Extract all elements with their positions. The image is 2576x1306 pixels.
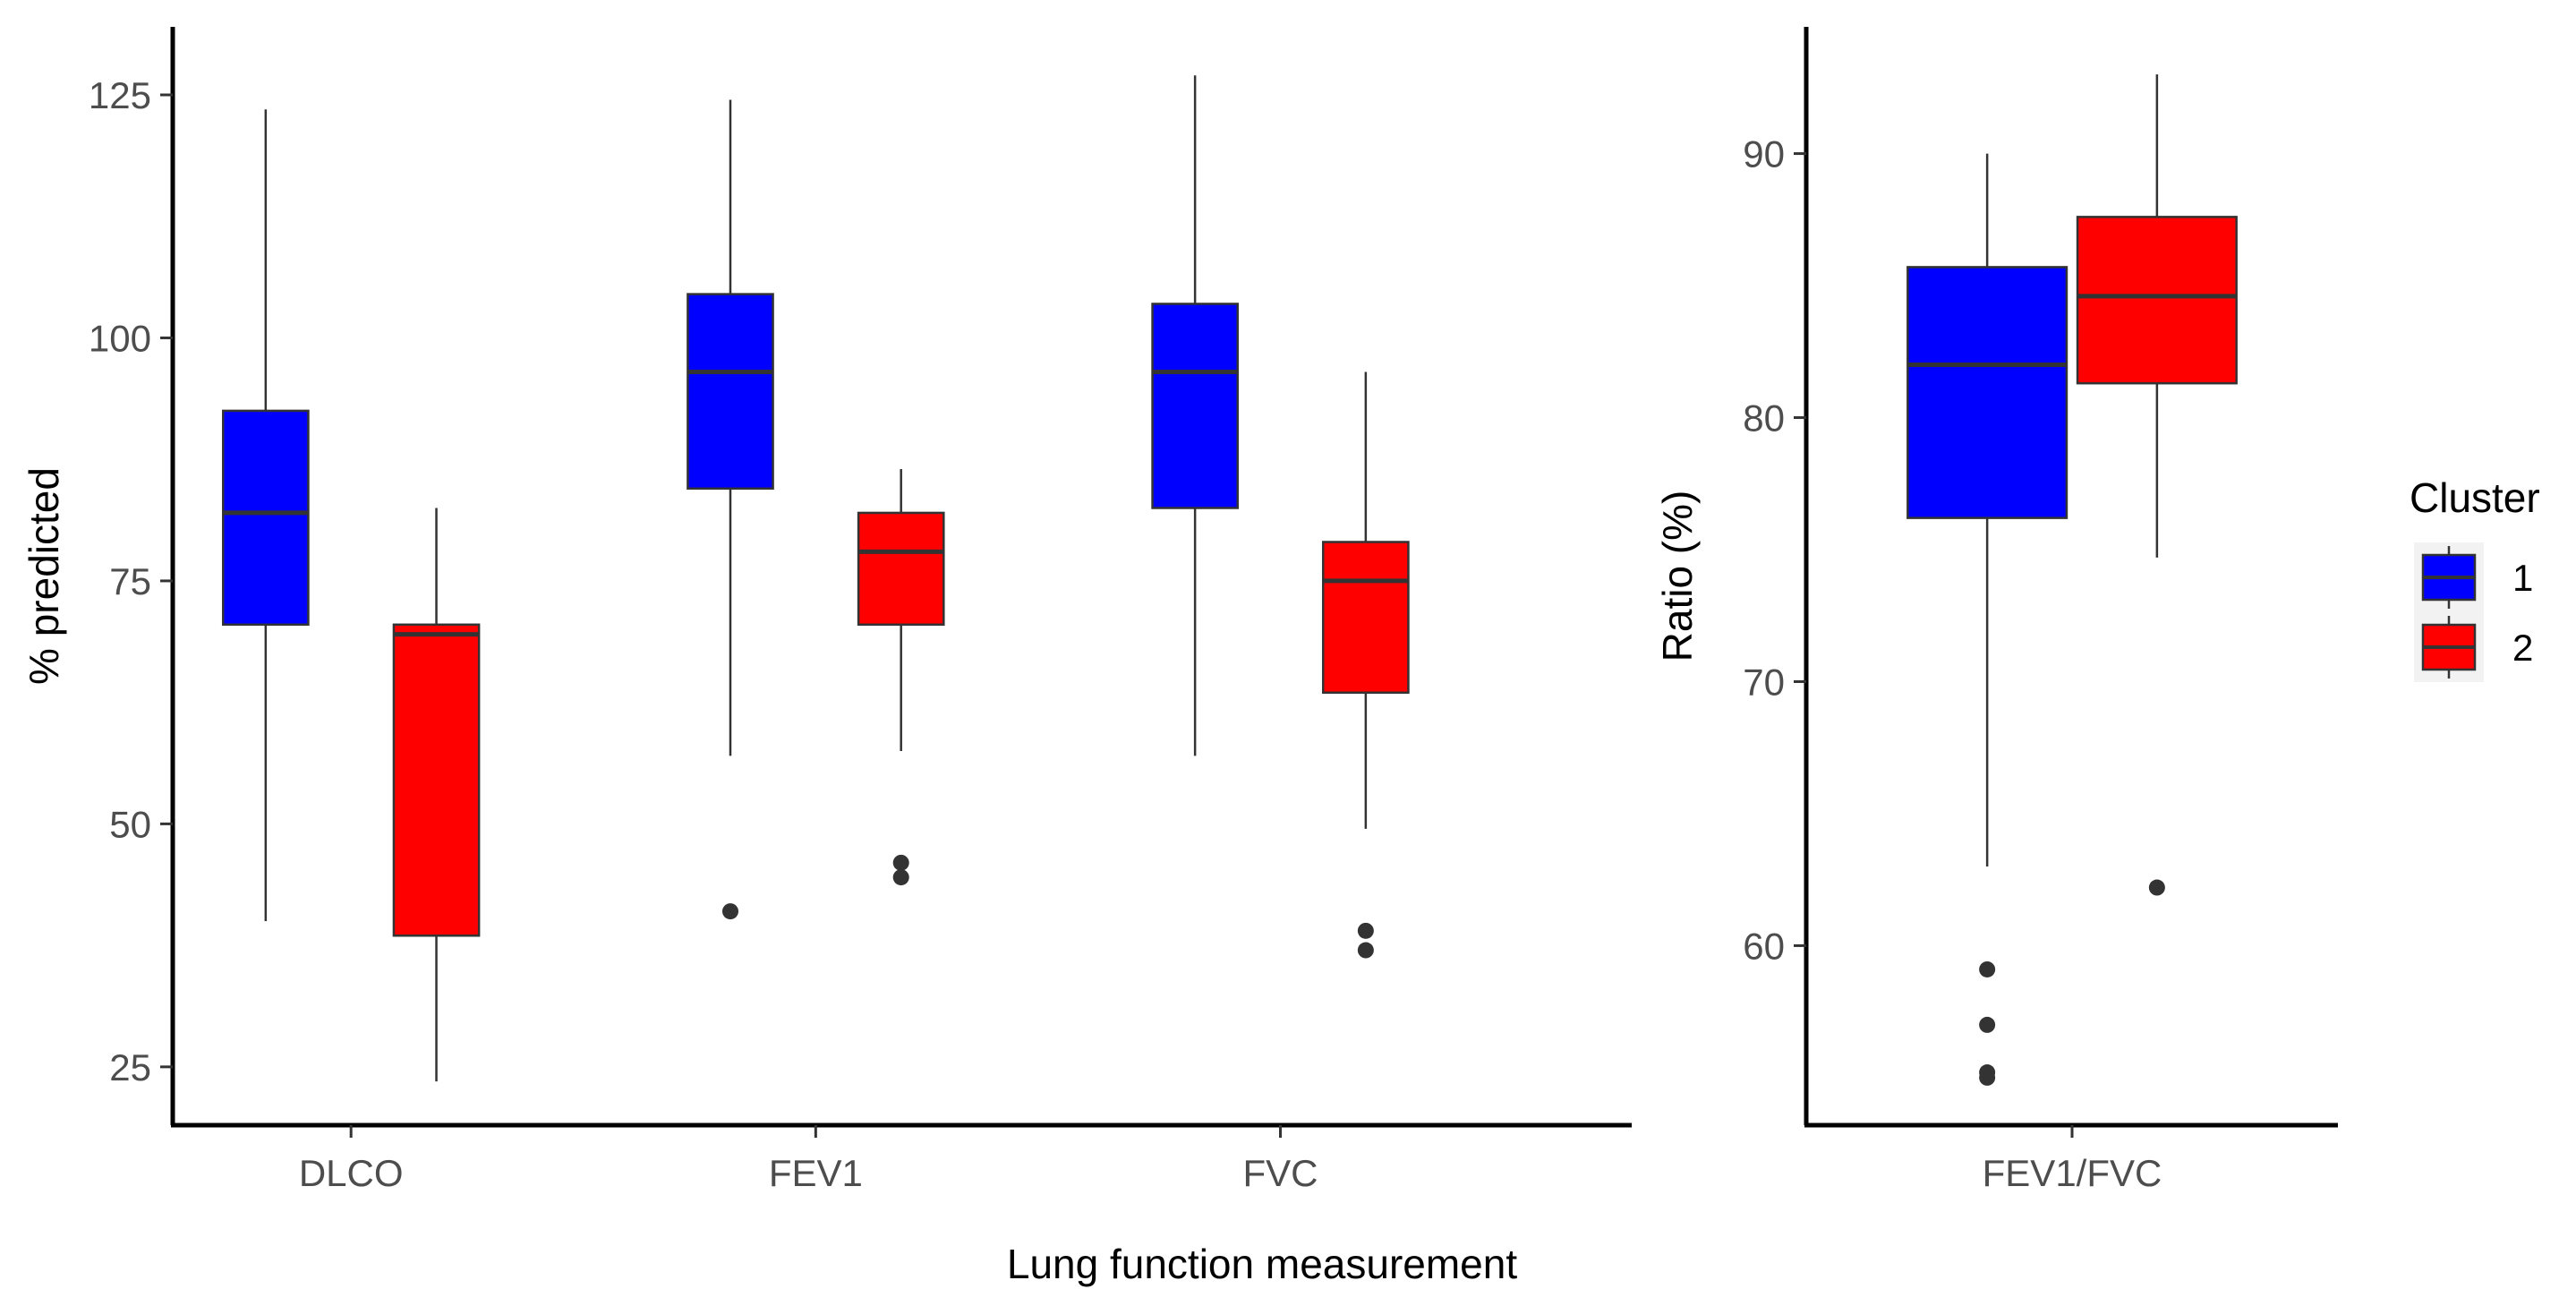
x-tick-label: FEV1/FVC [1983,1152,2162,1194]
outlier-point [1979,1016,1996,1033]
box [221,409,310,627]
y-axis-title: % predicted [21,467,67,685]
y-tick-label: 25 [109,1046,151,1088]
box [392,623,481,937]
outlier-point [1979,960,1996,977]
legend-entry-label: 1 [2512,557,2533,599]
outlier-point [721,903,738,920]
y-tick-label: 125 [89,74,151,116]
y-tick-label: 50 [109,803,151,845]
box [1151,303,1239,509]
box [687,293,774,491]
y-tick-label: 60 [1743,925,1785,967]
legend-title: Cluster [2410,474,2540,521]
box [1906,266,2068,519]
x-tick-label: FEV1 [769,1152,863,1194]
y-tick-label: 75 [109,560,151,602]
x-tick-label: DLCO [299,1152,404,1194]
right-panel: 60 70 80 90 FEV1/FVC Ratio (%) [1654,27,2338,1194]
left-panel: 25 50 75 100 125 DLCO FEV1 FVC % predicted Lung f… [21,27,1632,1287]
outlier-point [892,854,909,871]
x-tick-label: FVC [1242,1152,1318,1194]
outlier-point [1357,942,1374,959]
y-axis-title: Ratio (%) [1654,491,1701,662]
y-tick-label: 80 [1743,397,1785,440]
outlier-point [1979,1069,1996,1086]
y-tick-label: 90 [1743,133,1785,175]
box [857,511,945,627]
legend-entry-label: 2 [2512,627,2533,669]
x-axis-title: Lung function measurement [1007,1241,1517,1287]
legend: Cluster 1 2 [2410,474,2540,682]
y-tick-label: 70 [1743,661,1785,703]
outlier-point [892,869,909,886]
outlier-point [2148,879,2165,896]
box [2076,216,2238,385]
y-tick-label: 100 [89,317,151,359]
outlier-point [1357,922,1374,939]
box [1322,541,1410,695]
